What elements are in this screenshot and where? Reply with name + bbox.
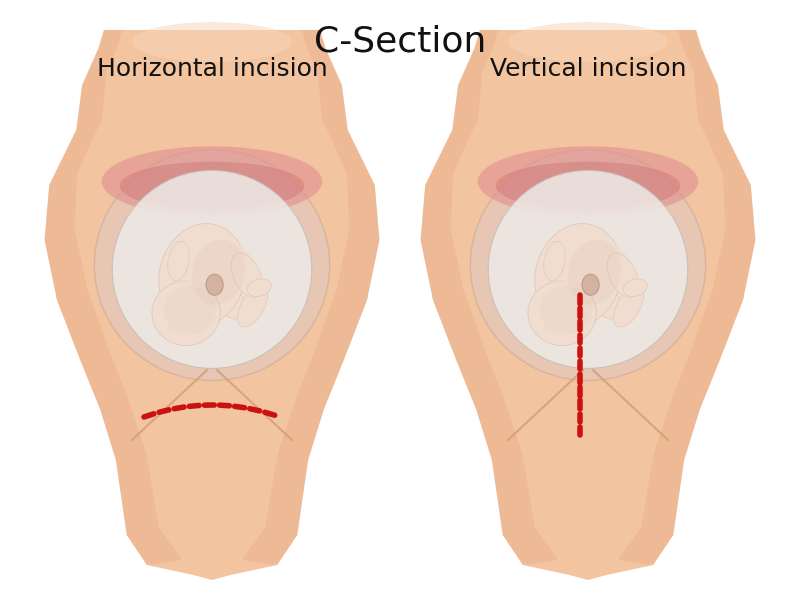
PathPatch shape [421, 30, 558, 565]
Ellipse shape [102, 146, 322, 217]
Ellipse shape [488, 171, 688, 368]
Ellipse shape [568, 240, 621, 305]
Ellipse shape [168, 241, 190, 281]
Ellipse shape [206, 275, 246, 319]
Ellipse shape [540, 286, 592, 335]
Text: Horizontal incision: Horizontal incision [97, 57, 327, 81]
PathPatch shape [45, 30, 379, 580]
Ellipse shape [607, 253, 638, 298]
Ellipse shape [614, 286, 644, 327]
Ellipse shape [158, 224, 246, 327]
Ellipse shape [152, 281, 220, 345]
PathPatch shape [618, 30, 755, 565]
Ellipse shape [582, 275, 622, 319]
Ellipse shape [495, 162, 680, 210]
PathPatch shape [45, 30, 182, 565]
Ellipse shape [508, 22, 668, 62]
Ellipse shape [132, 22, 292, 62]
Text: Vertical incision: Vertical incision [490, 57, 686, 81]
Text: C-Section: C-Section [314, 25, 486, 59]
Ellipse shape [120, 162, 304, 210]
Ellipse shape [192, 240, 245, 305]
Ellipse shape [557, 241, 628, 290]
Ellipse shape [247, 279, 271, 296]
Ellipse shape [112, 171, 312, 368]
Ellipse shape [470, 149, 706, 381]
Ellipse shape [534, 224, 622, 327]
Ellipse shape [623, 279, 647, 296]
Ellipse shape [564, 278, 593, 324]
Ellipse shape [582, 274, 599, 295]
Ellipse shape [544, 241, 566, 281]
Ellipse shape [478, 146, 698, 217]
Ellipse shape [206, 274, 223, 295]
Ellipse shape [164, 286, 216, 335]
Ellipse shape [238, 286, 268, 327]
Ellipse shape [188, 278, 217, 324]
Ellipse shape [231, 253, 262, 298]
Ellipse shape [528, 281, 596, 345]
Ellipse shape [94, 149, 330, 381]
Ellipse shape [181, 241, 252, 290]
PathPatch shape [242, 30, 379, 565]
PathPatch shape [421, 30, 755, 580]
